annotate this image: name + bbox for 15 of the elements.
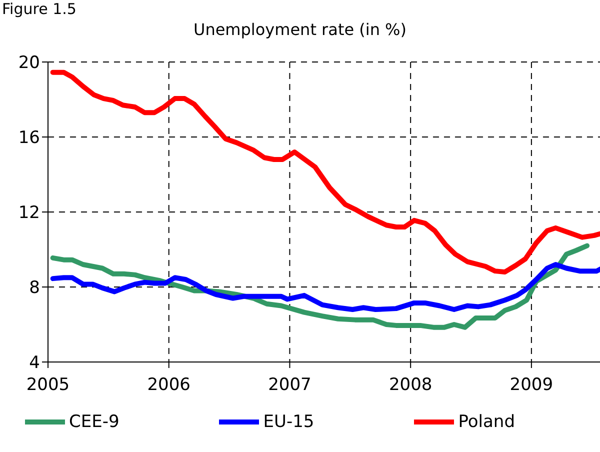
x-tick-label: 2007 [268, 375, 312, 396]
x-tick-label: 2006 [147, 375, 190, 396]
y-tick-label: 8 [29, 278, 40, 298]
legend-label: EU-15 [263, 412, 314, 432]
caption: Figure 1.5 [2, 0, 76, 18]
y-tick-label: 4 [29, 353, 40, 374]
x-tick-label: 2005 [26, 375, 70, 396]
y-tick-label: 16 [18, 128, 40, 148]
x-tick-label: 2008 [388, 375, 432, 396]
y-tick-label: 20 [18, 53, 40, 74]
chart-title: Unemployment rate (in %) [192, 20, 408, 39]
legend-label: Poland [458, 412, 516, 432]
legend-label: CEE-9 [68, 412, 120, 432]
x-tick-label: 2009 [510, 375, 554, 396]
y-tick-label: 12 [18, 203, 40, 224]
